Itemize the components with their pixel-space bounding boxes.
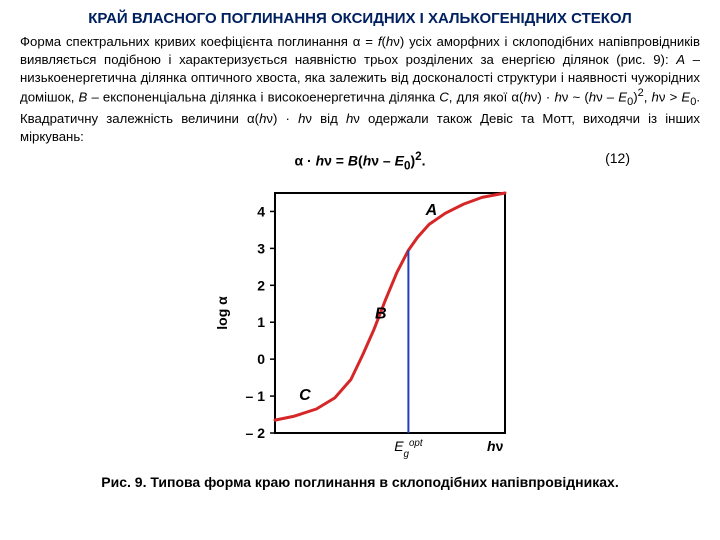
svg-text:С: С	[299, 387, 311, 404]
equation-number: (12)	[605, 150, 630, 166]
paragraph: Форма спектральних кривих коефіцієнта по…	[20, 33, 700, 146]
svg-text:В: В	[375, 306, 387, 323]
figure-caption: Рис. 9. Типова форма краю поглинання в с…	[20, 474, 700, 490]
svg-text:А: А	[425, 203, 438, 220]
svg-text:2: 2	[257, 278, 265, 294]
svg-text:– 1: – 1	[246, 388, 266, 404]
svg-text:1: 1	[257, 315, 265, 331]
svg-text:4: 4	[257, 204, 265, 220]
svg-text:log α: log α	[214, 296, 230, 330]
equation: α · hν = В(hν – E0)2. (12)	[20, 150, 700, 172]
svg-text:Egopt: Egopt	[394, 438, 424, 460]
svg-text:0: 0	[257, 352, 265, 368]
page-title: КРАЙ ВЛАСНОГО ПОГЛИНАННЯ ОКСИДНИХ І ХАЛЬ…	[20, 10, 700, 27]
svg-text:– 2: – 2	[246, 425, 266, 441]
svg-text:3: 3	[257, 241, 265, 257]
svg-text:hν: hν	[487, 438, 504, 454]
chart: – 2 – 1 0 1 2 3 4 log α А В Сhν Egopt	[20, 178, 700, 468]
